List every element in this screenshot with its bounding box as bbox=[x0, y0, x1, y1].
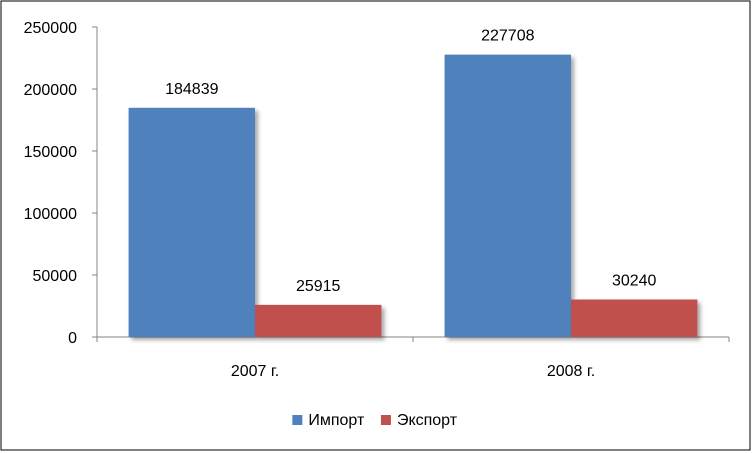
legend-label: Экспорт bbox=[397, 412, 458, 429]
bar bbox=[571, 299, 698, 337]
y-tick-label: 50000 bbox=[33, 268, 78, 285]
y-tick-label: 150000 bbox=[24, 144, 77, 161]
y-tick-label: 250000 bbox=[24, 20, 77, 37]
data-labels: 184839 25915 227708 30240 bbox=[165, 28, 656, 295]
data-label: 25915 bbox=[296, 278, 341, 295]
bar bbox=[255, 304, 382, 337]
data-label: 227708 bbox=[481, 28, 534, 45]
legend-label: Импорт bbox=[308, 412, 365, 429]
y-tick-label: 200000 bbox=[24, 82, 77, 99]
data-label: 184839 bbox=[165, 81, 218, 98]
bar bbox=[444, 54, 571, 337]
legend: Импорт Экспорт bbox=[292, 412, 458, 429]
legend-swatch bbox=[380, 415, 391, 425]
legend-swatch bbox=[292, 415, 303, 425]
x-tick-label: 2008 г. bbox=[547, 363, 595, 380]
bars bbox=[128, 54, 698, 337]
y-tick-label: 100000 bbox=[24, 206, 77, 223]
axes: 0 50000 100000 150000 200000 250000 2007 г. 200… bbox=[24, 20, 730, 380]
data-label: 30240 bbox=[612, 273, 657, 290]
bar bbox=[128, 107, 255, 337]
x-tick-label: 2007 г. bbox=[231, 363, 279, 380]
y-tick-label: 0 bbox=[68, 330, 77, 347]
